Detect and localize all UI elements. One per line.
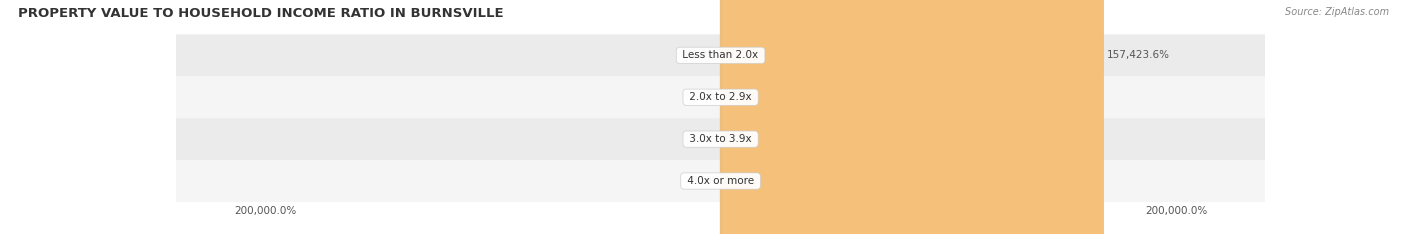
Text: PROPERTY VALUE TO HOUSEHOLD INCOME RATIO IN BURNSVILLE: PROPERTY VALUE TO HOUSEHOLD INCOME RATIO… [18,7,503,20]
Text: Source: ZipAtlas.com: Source: ZipAtlas.com [1285,7,1389,17]
Text: 200,000.0%: 200,000.0% [1144,206,1206,216]
Text: 157,423.6%: 157,423.6% [1107,50,1170,60]
FancyBboxPatch shape [162,160,1279,202]
Text: Less than 2.0x: Less than 2.0x [679,50,762,60]
Text: 3.0x to 3.9x: 3.0x to 3.9x [686,134,755,144]
Text: 80.9%: 80.9% [683,50,717,60]
FancyBboxPatch shape [720,0,1104,234]
Text: 4.3%: 4.3% [690,134,717,144]
Text: 67.3%: 67.3% [724,92,758,102]
Text: 200,000.0%: 200,000.0% [235,206,297,216]
Text: 8.5%: 8.5% [690,176,717,186]
Text: 0.0%: 0.0% [724,134,751,144]
FancyBboxPatch shape [162,118,1279,160]
FancyBboxPatch shape [162,34,1279,76]
FancyBboxPatch shape [162,76,1279,118]
Text: 6.4%: 6.4% [690,92,717,102]
Text: 4.0x or more: 4.0x or more [683,176,758,186]
Text: 2.0x to 2.9x: 2.0x to 2.9x [686,92,755,102]
Text: 1.8%: 1.8% [724,176,751,186]
